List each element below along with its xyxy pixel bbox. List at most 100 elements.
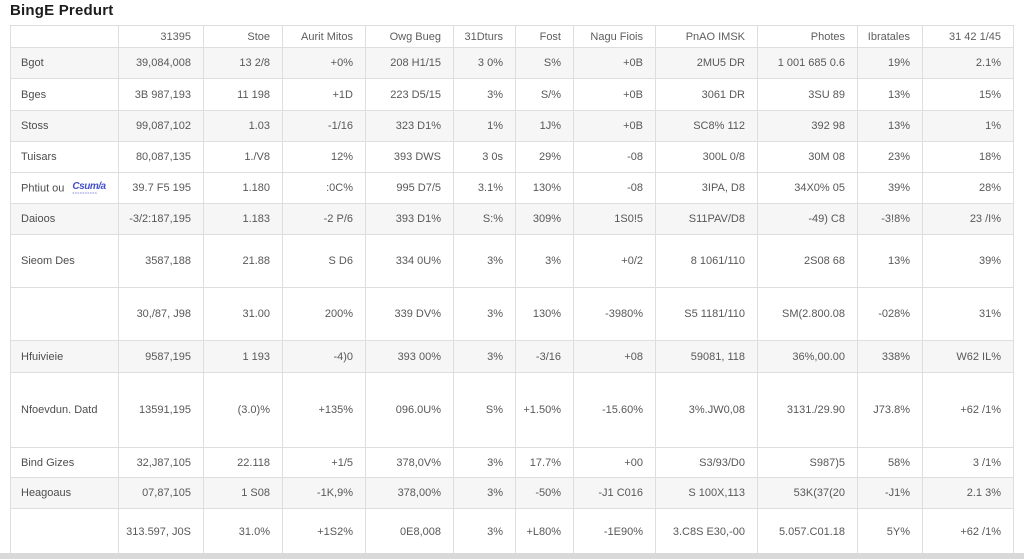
column-header-5: 31Dturs [453, 25, 516, 48]
cell-r6-c1: 3587,188 [118, 234, 204, 288]
cell-r7-c8: S5 1181/110 [655, 287, 758, 341]
row-label: Nfoevdun. Datd [10, 372, 119, 448]
cell-r7-c4: 339 DV% [365, 287, 454, 341]
cell-r11-c11: 2.1 3% [922, 477, 1014, 509]
cell-r3-c4: 393 DWS [365, 141, 454, 173]
table-row: Heagoaus 07,87,105 1 S08 -1K,9% 378,00% 3% -50… [10, 477, 1014, 509]
cell-r3-c10: 23% [857, 141, 923, 173]
row-label-text: Nfoevdun. Datd [21, 404, 98, 416]
brand-badge-wordmark: Csum/a [72, 180, 106, 192]
cell-r2-c11: 1% [922, 110, 1014, 142]
row-label-text: Tuisars [21, 151, 57, 163]
cell-r6-c6: 3% [515, 234, 574, 288]
cell-r12-c7: -1E90% [573, 508, 656, 556]
table-row: Stoss 99,087,102 1.03 -1/16 323 D1% 1% 1J% +0B S… [10, 110, 1014, 142]
cell-r12-c6: +L80% [515, 508, 574, 556]
cell-r0-c9: 1 001 685 0.6 [757, 47, 858, 79]
cell-r3-c11: 18% [922, 141, 1014, 173]
cell-r3-c6: 29% [515, 141, 574, 173]
cell-r6-c4: 334 0U% [365, 234, 454, 288]
cell-r4-c6: 130% [515, 172, 574, 204]
column-header-6: Fost [515, 25, 574, 48]
cell-r2-c7: +0B [573, 110, 656, 142]
row-label-text: Phtiut ou [21, 181, 65, 194]
cell-r4-c11: 28% [922, 172, 1014, 204]
cell-r3-c8: 300L 0/8 [655, 141, 758, 173]
cell-r12-c3: +1S2% [282, 508, 366, 556]
cell-r5-c7: 1S0!5 [573, 203, 656, 235]
table-row: Nfoevdun. Datd 13591,195 (3.0)% +135% 096.0U… [10, 372, 1014, 448]
brand-badge-subtext: ssssssssss [72, 189, 98, 195]
cell-r12-c1: 313.597, J0S [118, 508, 204, 556]
cell-r11-c3: -1K,9% [282, 477, 366, 509]
table-row: Bind Gizes 32,J87,105 22.118 +1/5 378,0V% 3% 1… [10, 447, 1014, 478]
table-row: 313.597, J0S 31.0% +1S2% 0E8,008 3% +L80% -1E9… [10, 508, 1014, 556]
cell-r9-c9: 3131./29.90 [757, 372, 858, 448]
cell-r4-c7: -08 [573, 172, 656, 204]
cell-r8-c4: 393 00% [365, 340, 454, 373]
cell-r6-c7: +0/2 [573, 234, 656, 288]
page-title: BingE Predurt [10, 2, 114, 19]
cell-r0-c6: S% [515, 47, 574, 79]
cell-r7-c6: 130% [515, 287, 574, 341]
cell-r0-c2: 13 2/8 [203, 47, 283, 79]
column-header-8: PnAO IMSK [655, 25, 758, 48]
cell-r4-c9: 34X0% 05 [757, 172, 858, 204]
cell-r1-c4: 223 D5/15 [365, 78, 454, 111]
cell-r2-c1: 99,087,102 [118, 110, 204, 142]
cell-r6-c2: 21.88 [203, 234, 283, 288]
cell-r12-c5: 3% [453, 508, 516, 556]
cell-r11-c10: -J1% [857, 477, 923, 509]
cell-r6-c10: 13% [857, 234, 923, 288]
cell-r10-c10: 58% [857, 447, 923, 478]
cell-r4-c5: 3.1% [453, 172, 516, 204]
cell-r10-c3: +1/5 [282, 447, 366, 478]
cell-r6-c3: S D6 [282, 234, 366, 288]
row-label-text: Hfuivieie [21, 350, 64, 363]
table-row: Tuisars 80,087,135 1./V8 12% 393 DWS 3 0s 29% -… [10, 141, 1014, 173]
cell-r1-c1: 3B 987,193 [118, 78, 204, 111]
cell-r2-c9: 392 98 [757, 110, 858, 142]
cell-r9-c8: 3%.JW0,08 [655, 372, 758, 448]
cell-r0-c10: 19% [857, 47, 923, 79]
row-label [10, 287, 119, 341]
row-label-text: Bind Gizes [21, 456, 75, 469]
cell-r8-c2: 1 193 [203, 340, 283, 373]
row-label: Sieom Des [10, 234, 119, 288]
cell-r9-c10: J73.8% [857, 372, 923, 448]
cell-r6-c8: 8 1061/110 [655, 234, 758, 288]
column-header-4: Owg Bueg [365, 25, 454, 48]
cell-r5-c11: 23 /I% [922, 203, 1014, 235]
cell-r1-c6: S/% [515, 78, 574, 111]
cell-r4-c8: 3IPA, D8 [655, 172, 758, 204]
cell-r11-c6: -50% [515, 477, 574, 509]
table-row: 30,/87, J98 31.00 200% 339 DV% 3% 130% -3980% S… [10, 287, 1014, 341]
cell-r1-c7: +0B [573, 78, 656, 111]
cell-r9-c1: 13591,195 [118, 372, 204, 448]
brand-badge[interactable]: Csum/a ssssssssss [72, 180, 106, 195]
table-row: Sieom Des 3587,188 21.88 S D6 334 0U% 3% 3% +0/… [10, 234, 1014, 288]
cell-r8-c8: 59081, 118 [655, 340, 758, 373]
cell-r0-c8: 2MU5 DR [655, 47, 758, 79]
cell-r1-c3: +1D [282, 78, 366, 111]
cell-r6-c5: 3% [453, 234, 516, 288]
row-label-text: Heagoaus [21, 487, 72, 499]
cell-r4-c3: :0C% [282, 172, 366, 204]
row-label: Tuisars [10, 141, 119, 173]
cell-r12-c11: +62 /1% [922, 508, 1014, 556]
cell-r7-c10: -028% [857, 287, 923, 341]
column-header-0 [10, 25, 119, 48]
table-body: Bgot 39,084,008 13 2/8 +0% 208 H1/15 3 0% S% +0… [10, 47, 1014, 556]
cell-r7-c7: -3980% [573, 287, 656, 341]
row-label: Bind Gizes [10, 447, 119, 478]
cell-r2-c2: 1.03 [203, 110, 283, 142]
table-row: Bgot 39,084,008 13 2/8 +0% 208 H1/15 3 0% S% +0… [10, 47, 1014, 79]
cell-r11-c1: 07,87,105 [118, 477, 204, 509]
cell-r3-c3: 12% [282, 141, 366, 173]
data-table: 31395 Stoe Aurit Mitos Owg Bueg 31Dturs Fost N… [10, 25, 1014, 556]
row-label-text: Daioos [21, 213, 56, 225]
cell-r8-c5: 3% [453, 340, 516, 373]
cell-r3-c1: 80,087,135 [118, 141, 204, 173]
bottom-cutoff-strip [0, 553, 1024, 559]
row-label: Phtiut ou Csum/a ssssssssss [10, 172, 119, 204]
